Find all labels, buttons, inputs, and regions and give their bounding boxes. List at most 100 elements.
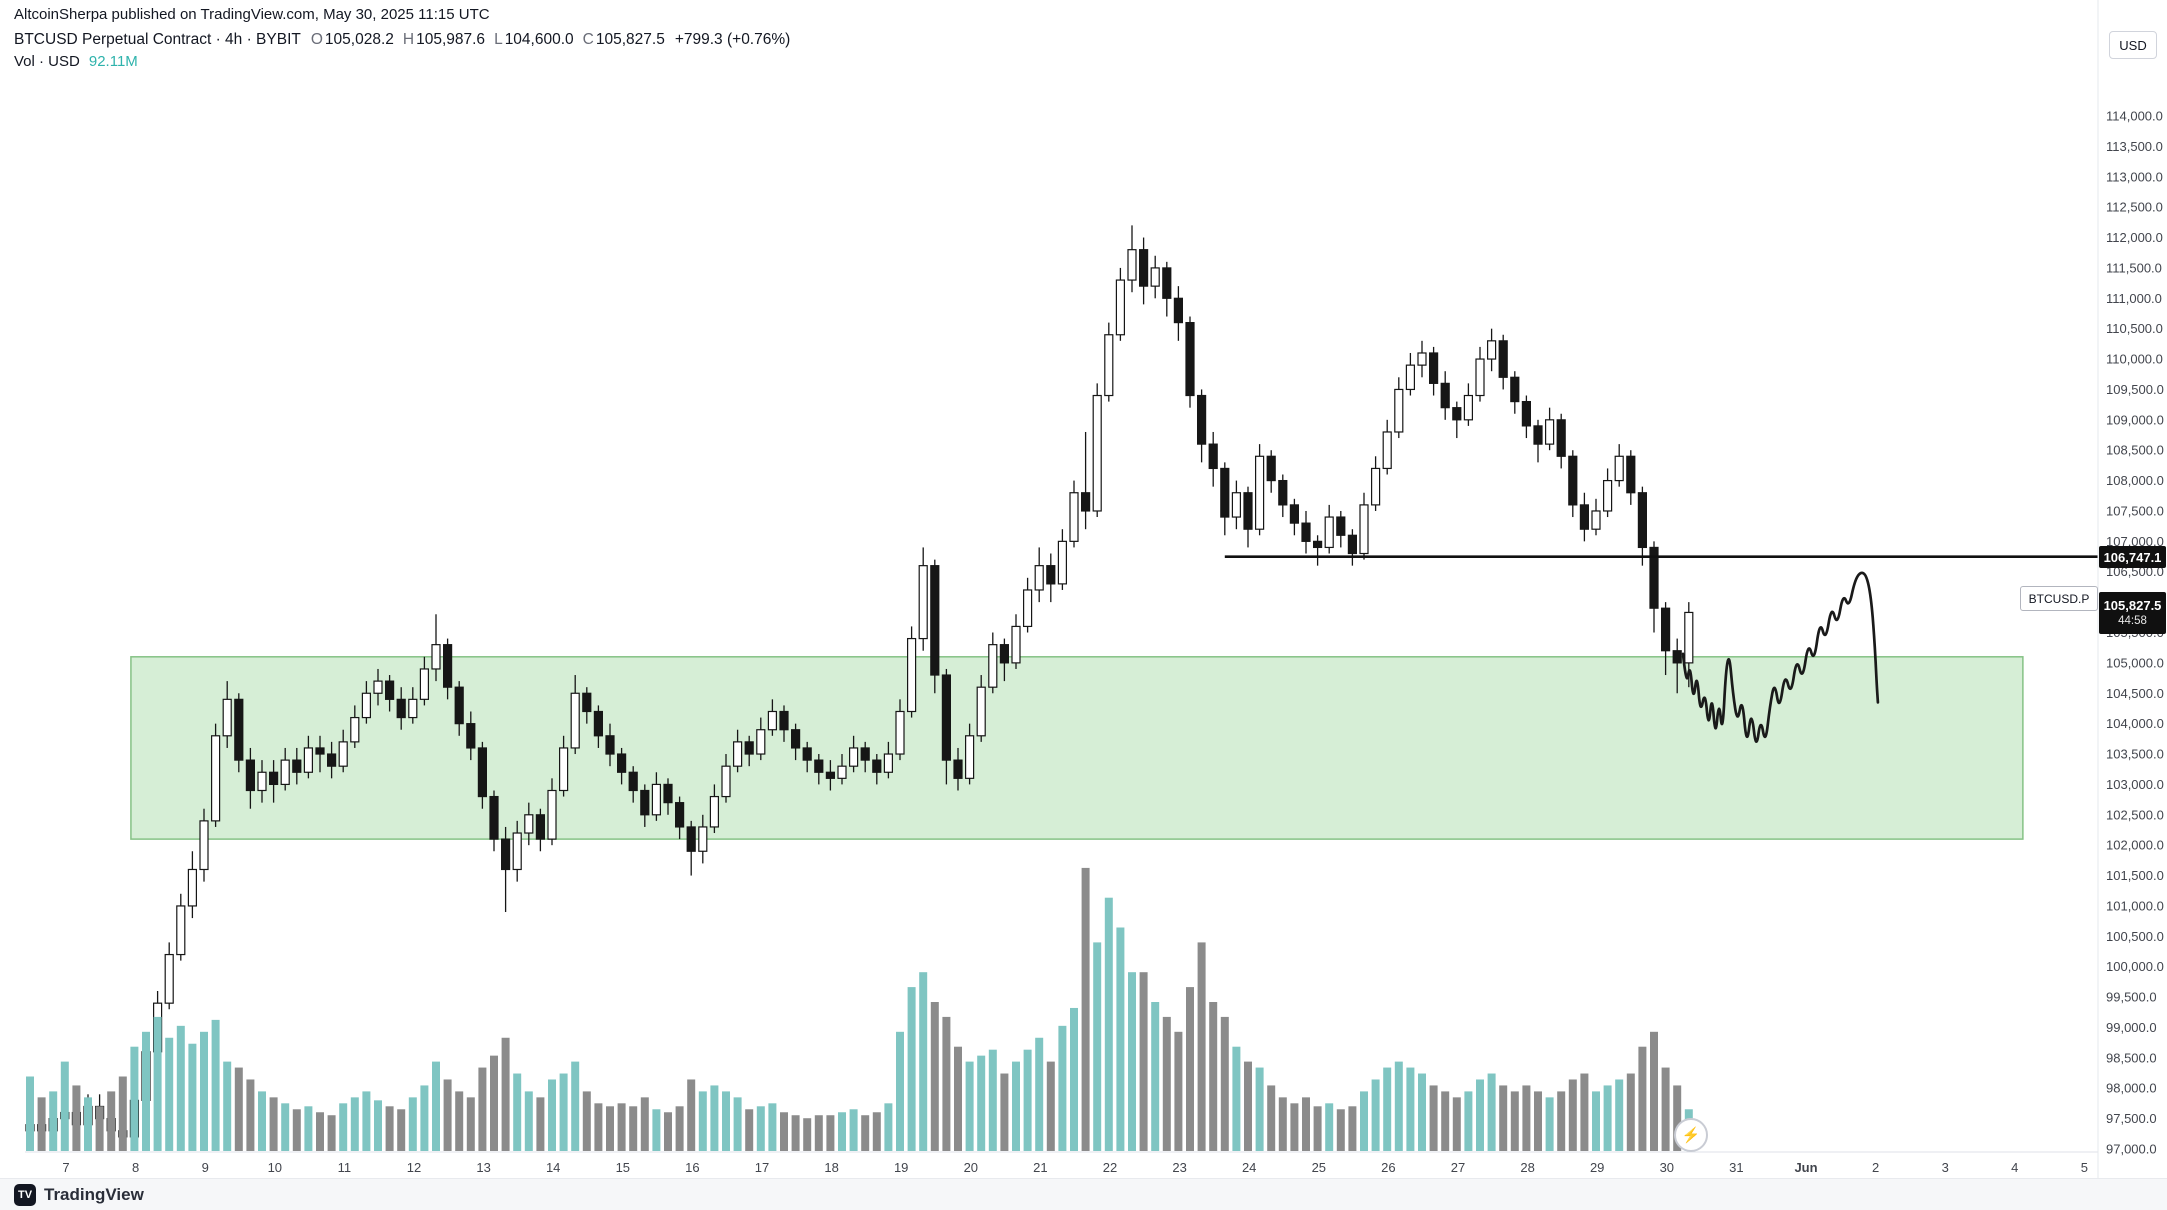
date-tick-label: 16 <box>685 1160 699 1175</box>
volume-bar <box>1104 897 1113 1151</box>
candle-body <box>1475 358 1485 397</box>
candle-body <box>593 710 604 737</box>
volume-bar <box>1070 1007 1078 1151</box>
volume-bar <box>884 1103 893 1151</box>
candle-body <box>1394 388 1404 433</box>
candle-body <box>1080 492 1091 512</box>
currency-button[interactable]: USD <box>2109 31 2157 59</box>
candle-body <box>222 698 232 737</box>
date-tick-label: 4 <box>2011 1160 2018 1175</box>
level-price-label[interactable]: 106,747.1 <box>2099 546 2166 568</box>
volume-bar <box>745 1109 754 1151</box>
volume-bar <box>432 1061 440 1151</box>
current-price-label[interactable]: 105,827.5 44:58 <box>2099 592 2166 634</box>
ohlc-item-label: C <box>582 31 594 48</box>
candle-body <box>732 741 743 767</box>
price-tick-label: 103,000.0 <box>2106 777 2164 792</box>
date-tick-label: 22 <box>1103 1160 1117 1175</box>
candle-body <box>802 747 812 761</box>
price-tick-label: 101,500.0 <box>2106 868 2164 883</box>
zone-layer <box>130 656 2024 840</box>
candle-body <box>1417 352 1427 366</box>
candle-body <box>547 789 557 840</box>
volume-bar <box>455 1091 464 1151</box>
date-tick-label: Jun <box>1794 1160 1817 1175</box>
candle-body <box>1138 249 1149 287</box>
volume-bar <box>107 1091 116 1151</box>
volume-bar <box>339 1103 348 1151</box>
tradingview-logo[interactable]: TV <box>14 1183 36 1206</box>
candle-body <box>501 838 511 871</box>
volume-bar <box>397 1109 406 1151</box>
candle-body <box>396 698 406 719</box>
ohlc-item-value: 104,600.0 <box>504 31 574 48</box>
volume-bar <box>1673 1085 1682 1151</box>
date-tick-label: 3 <box>1942 1160 1949 1175</box>
candle-body <box>512 832 522 871</box>
price-tick-label: 109,000.0 <box>2106 412 2164 427</box>
volume-bar <box>1360 1091 1368 1151</box>
volume-bar <box>849 1109 858 1151</box>
volume-bar <box>84 1097 92 1151</box>
volume-bar <box>1557 1091 1566 1151</box>
volume-bar <box>652 1109 661 1151</box>
candle-body <box>176 905 186 956</box>
hand-drawn-projection[interactable] <box>1681 571 1880 743</box>
volume-bar <box>385 1106 394 1151</box>
volume-bar <box>733 1097 742 1151</box>
date-tick-label: 15 <box>616 1160 630 1175</box>
candle-countdown: 44:58 <box>2118 614 2147 627</box>
price-tick-label: 100,500.0 <box>2106 929 2164 944</box>
date-tick-label: 26 <box>1381 1160 1395 1175</box>
candle-body <box>443 644 453 688</box>
volume-bar <box>861 1115 870 1151</box>
symbol-legend[interactable]: BTCUSD Perpetual Contract · 4h · BYBIT O… <box>14 31 790 49</box>
volume-bar <box>1534 1091 1542 1151</box>
candle-body <box>779 710 789 731</box>
candle-body <box>350 716 360 743</box>
volume-bar <box>675 1106 684 1151</box>
candle-body <box>1649 546 1659 609</box>
candle-body <box>1347 534 1358 555</box>
volume-bar <box>466 1097 475 1151</box>
support-zone-rect[interactable] <box>130 656 2024 840</box>
volume-bar <box>1394 1061 1403 1151</box>
volume-bar <box>1476 1079 1484 1151</box>
price-tick-label: 99,000.0 <box>2106 1020 2157 1035</box>
candle-body <box>1382 431 1392 470</box>
change-value: +799.3 (+0.76%) <box>674 31 791 48</box>
candle-body <box>1254 455 1265 530</box>
volume-bar <box>1568 1079 1577 1151</box>
date-tick-label: 21 <box>1033 1160 1047 1175</box>
symbol-price-tag[interactable]: BTCUSD.P <box>2020 586 2098 611</box>
volume-bar <box>153 1016 162 1151</box>
volume-bar <box>838 1112 846 1151</box>
price-tick-label: 113,500.0 <box>2106 139 2163 154</box>
volume-bar <box>490 1055 498 1151</box>
price-tick-label: 113,000.0 <box>2106 169 2163 184</box>
volume-bar <box>246 1079 255 1151</box>
candle-body <box>872 759 882 773</box>
candle-body <box>651 783 662 816</box>
candle-body <box>640 789 650 816</box>
candle-body <box>373 680 383 694</box>
candle-body <box>524 814 534 834</box>
date-tick-label: 30 <box>1660 1160 1674 1175</box>
symbol-title[interactable]: BTCUSD Perpetual Contract · 4h · BYBIT <box>14 31 301 48</box>
candle-body <box>489 795 499 840</box>
tradingview-wordmark[interactable]: TradingView <box>44 1184 144 1204</box>
volume-bar <box>930 1002 939 1151</box>
candle-body <box>1231 492 1242 518</box>
volume-bar <box>1255 1067 1264 1151</box>
date-tick-label: 19 <box>894 1160 908 1175</box>
volume-bar <box>629 1106 638 1151</box>
volume-bar <box>803 1118 812 1151</box>
volume-bar <box>443 1079 452 1151</box>
volume-bar <box>1012 1061 1020 1151</box>
volume-bar <box>1487 1073 1496 1151</box>
volume-bar <box>1348 1106 1357 1151</box>
footer-bar: TV TradingView <box>0 1178 2167 1210</box>
ohlc-item: C 105,827.5 <box>583 31 665 49</box>
candle-body <box>558 747 569 792</box>
